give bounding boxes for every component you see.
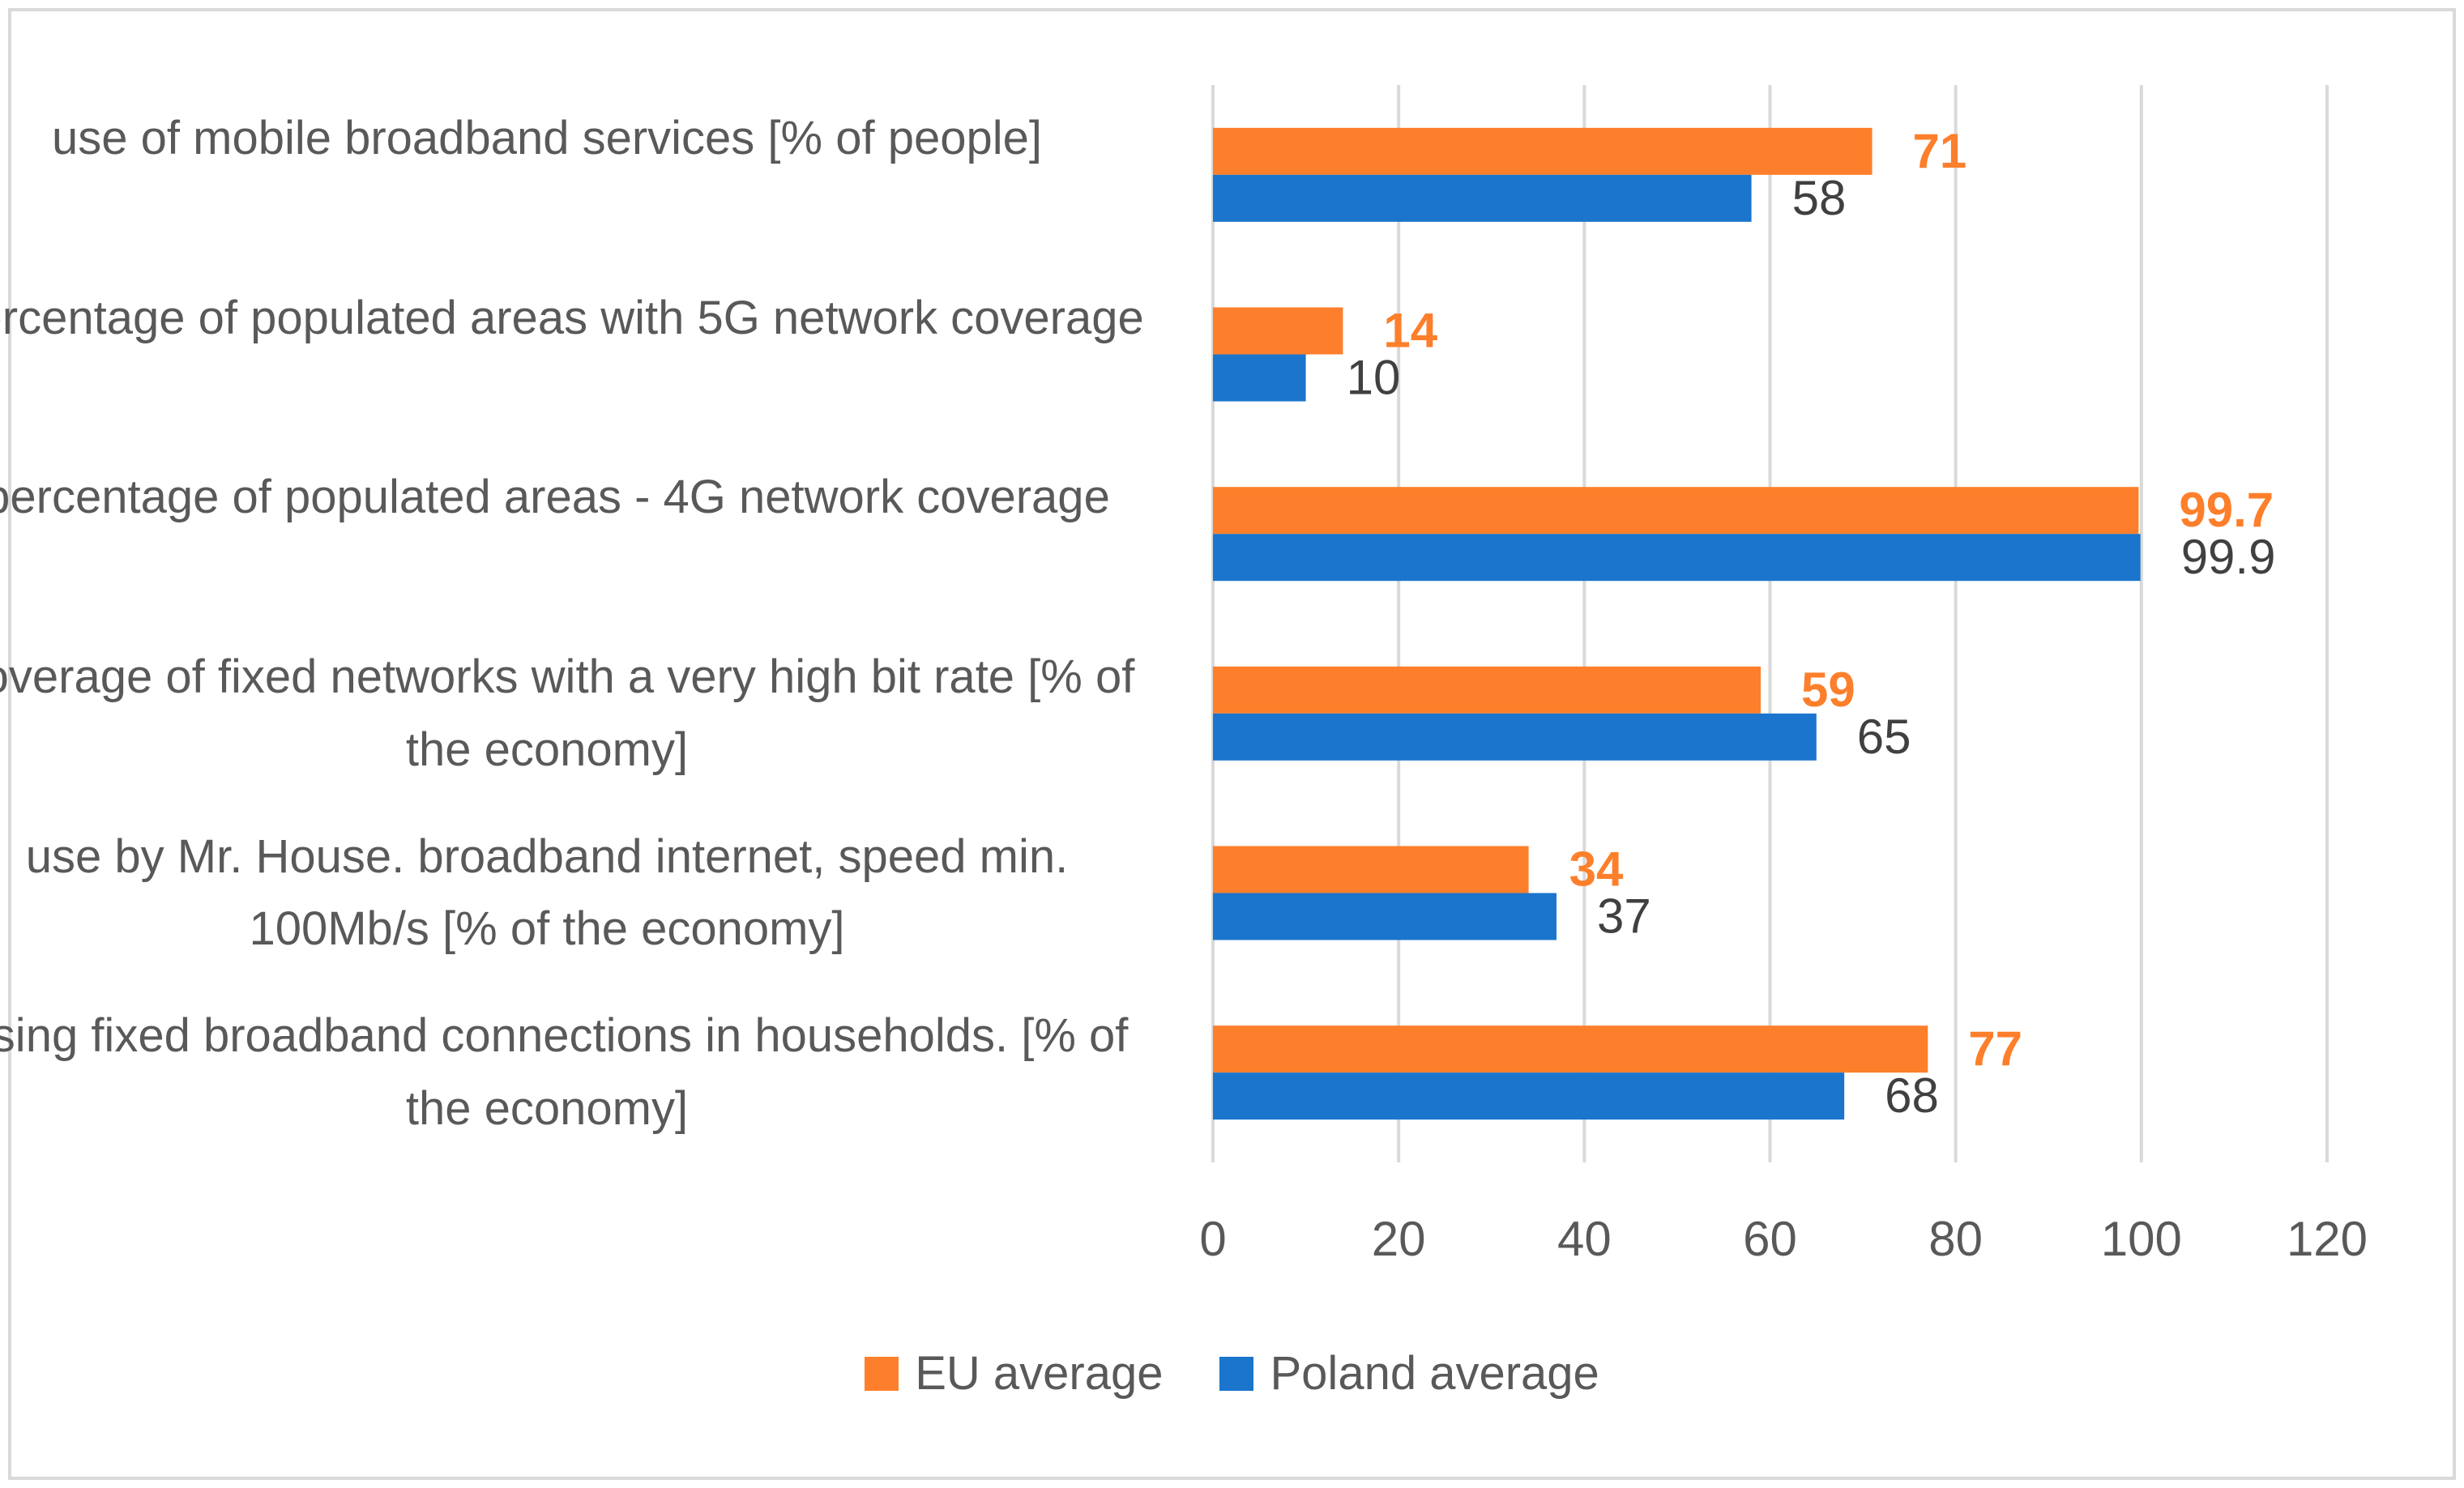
data-label-poland-1: 10 [1347,351,1401,405]
x-tick-label-5: 100 [2101,1212,2182,1266]
bar-eu-4 [1213,846,1529,893]
data-label-eu-3: 59 [1801,663,1855,717]
legend-item-poland: Poland average [1219,1346,1599,1401]
data-label-eu-2: 99.7 [2179,483,2274,537]
data-label-eu-1: 14 [1383,304,1437,358]
legend: EU average Poland average [0,1346,2464,1401]
data-label-poland-0: 58 [1792,171,1847,225]
x-tick-label-6: 120 [2287,1212,2368,1266]
x-tick-label-4: 80 [1928,1212,1983,1266]
x-tick-label-0: 0 [1199,1212,1226,1266]
bar-poland-5 [1213,1072,1845,1120]
category-label-2: percentage of populated areas - 4G netwo… [0,471,1110,524]
x-tick-label-3: 60 [1743,1212,1797,1266]
bar-eu-0 [1213,127,1873,175]
bar-eu-2 [1213,487,2139,535]
data-label-eu-5: 77 [1968,1021,2022,1076]
bar-poland-2 [1213,534,2141,582]
category-label-4: use by Mr. House. broadband internet, sp… [25,829,1069,956]
legend-item-eu: EU average [865,1346,1163,1401]
category-label-5: using fixed broadband connections in hou… [0,1009,1129,1136]
data-label-poland-3: 65 [1857,710,1911,764]
bar-eu-3 [1213,666,1762,714]
legend-label-eu: EU average [915,1347,1164,1400]
bar-poland-4 [1213,893,1557,940]
bar-eu-5 [1213,1025,1928,1073]
legend-label-poland: Poland average [1270,1347,1599,1400]
data-label-eu-4: 34 [1569,842,1624,897]
x-tick-label-1: 20 [1372,1212,1426,1266]
legend-swatch-eu [865,1356,899,1391]
bar-poland-1 [1213,354,1306,402]
x-tick-label-2: 40 [1557,1212,1612,1266]
data-label-poland-2: 99.9 [2181,530,2276,584]
legend-swatch-poland [1219,1356,1254,1391]
data-label-poland-4: 37 [1597,889,1651,944]
bar-poland-3 [1213,713,1817,761]
bar-eu-1 [1213,307,1343,355]
category-label-0: use of mobile broadband services [% of p… [52,111,1042,164]
data-label-eu-0: 71 [1913,124,1967,178]
bar-poland-0 [1213,174,1752,222]
category-label-1: percentage of populated areas with 5G ne… [0,291,1144,344]
category-label-3: coverage of fixed networks with a very h… [0,650,1135,776]
data-label-poland-5: 68 [1885,1068,1939,1123]
